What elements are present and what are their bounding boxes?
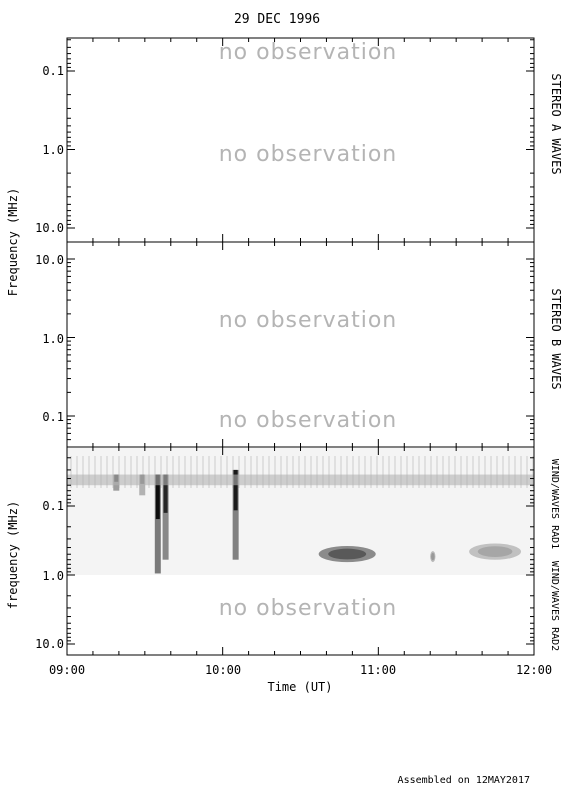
no-observation-label: no observation bbox=[219, 40, 398, 65]
stereo-b-ytick-label: 10.0 bbox=[35, 253, 64, 267]
wind-y-axis-label: frequency (MHz) bbox=[6, 501, 20, 609]
assembled-footer: Assembled on 12MAY2017 bbox=[398, 775, 530, 786]
rad1-background bbox=[67, 448, 534, 575]
no-observation-label: no observation bbox=[219, 308, 398, 333]
stereo-a-ytick-label: 0.1 bbox=[42, 64, 64, 78]
type-iii-burst-core bbox=[163, 474, 168, 513]
stereo-a-ytick-label: 1.0 bbox=[42, 143, 64, 157]
wind-rad1-instrument-label: WIND/WAVES RAD1 bbox=[549, 459, 560, 549]
stereo-b-ytick-label: 1.0 bbox=[42, 332, 64, 346]
wind-ytick-label: 1.0 bbox=[42, 569, 64, 583]
background-band bbox=[67, 474, 534, 486]
no-observation-label: no observation bbox=[219, 142, 398, 167]
no-observation-label: no observation bbox=[219, 408, 398, 433]
wind-ytick-label: 10.0 bbox=[35, 637, 64, 651]
stereo-a-instrument-label: STEREO A WAVES bbox=[549, 73, 563, 174]
type-iii-burst-core bbox=[233, 469, 238, 511]
emission-patch-core bbox=[328, 548, 367, 560]
type-iii-burst bbox=[232, 469, 239, 560]
stereo-a-panel-frame bbox=[66, 37, 535, 243]
stereo-y-axis-label: Frequency (MHz) bbox=[6, 188, 20, 296]
chart-title: 29 DEC 1996 bbox=[234, 12, 320, 27]
type-iii-burst bbox=[154, 474, 161, 574]
wind-ytick-label: 0.1 bbox=[42, 499, 64, 513]
type-iii-burst bbox=[162, 474, 169, 560]
stereo-a-ytick-label: 10.0 bbox=[35, 221, 64, 235]
emission-patch-core bbox=[431, 552, 435, 561]
wind-rad2-instrument-label: WIND/WAVES RAD2 bbox=[549, 561, 560, 651]
x-axis-label: Time (UT) bbox=[267, 680, 332, 694]
xtick-label: 12:00 bbox=[516, 663, 552, 677]
no-observation-label: no observation bbox=[219, 596, 398, 621]
stereo-b-instrument-label: STEREO B WAVES bbox=[549, 288, 563, 389]
xtick-label: 10:00 bbox=[205, 663, 241, 677]
wind-spectrogram-image bbox=[67, 448, 534, 575]
stereo-b-ytick-label: 0.1 bbox=[42, 410, 64, 424]
xtick-label: 09:00 bbox=[49, 663, 85, 677]
axis-ticks bbox=[66, 38, 535, 655]
xtick-label: 11:00 bbox=[360, 663, 396, 677]
type-iii-burst-core bbox=[155, 474, 160, 520]
emission-patch-core bbox=[477, 546, 513, 558]
